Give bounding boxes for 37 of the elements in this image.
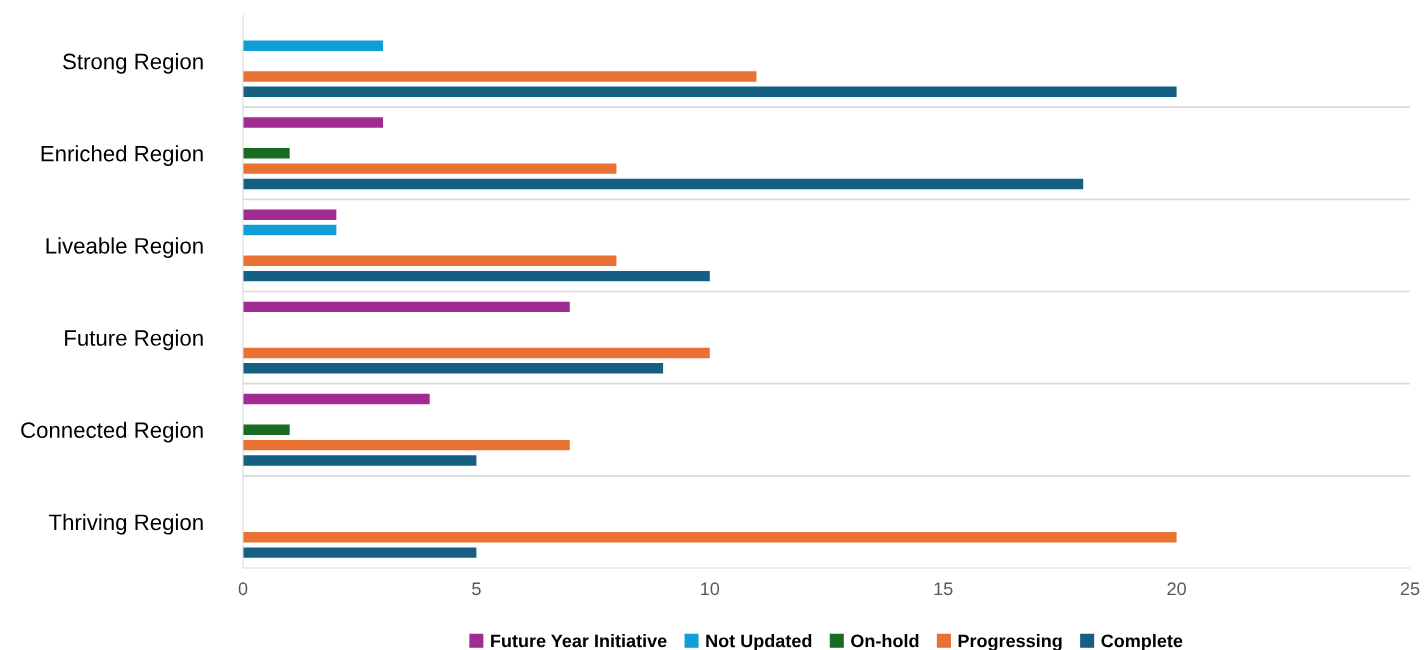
bar xyxy=(243,178,1084,190)
bar xyxy=(243,363,664,374)
bar xyxy=(243,532,1177,543)
bar xyxy=(243,547,477,558)
x-tick-label: 10 xyxy=(701,582,720,596)
y-tick-label: Liveable Region xyxy=(46,237,203,259)
bar xyxy=(243,40,384,51)
bar xyxy=(243,209,337,220)
legend-label: Progressing xyxy=(958,634,1062,650)
bar xyxy=(243,424,290,435)
x-tick-label: 25 xyxy=(1400,582,1420,596)
y-tick-label: Enriched Region xyxy=(41,145,203,166)
bar xyxy=(243,455,477,466)
bar xyxy=(243,439,570,451)
legend-label: Future Year Initiative xyxy=(491,634,667,648)
y-tick-label: Connected Region xyxy=(21,421,203,443)
bar xyxy=(243,270,710,282)
bar xyxy=(243,148,290,159)
bar xyxy=(243,224,337,236)
bar xyxy=(243,301,570,313)
bar xyxy=(243,255,617,266)
legend-label: On-hold xyxy=(851,634,919,648)
legend-label: Complete xyxy=(1101,634,1183,650)
bar xyxy=(243,117,384,128)
y-tick-label: Thriving Region xyxy=(48,513,203,535)
x-tick-label: 20 xyxy=(1167,582,1186,596)
x-tick-label: 15 xyxy=(934,582,953,596)
legend-label: Not Updated xyxy=(706,634,812,650)
bar xyxy=(243,71,757,82)
bar xyxy=(243,86,1177,98)
y-tick-label: Future Region xyxy=(65,329,203,351)
x-tick-label: 0 xyxy=(238,582,248,596)
y-tick-label: Strong Region xyxy=(63,53,203,74)
bar xyxy=(243,393,430,405)
bar xyxy=(243,163,617,174)
x-tick-label: 5 xyxy=(472,582,481,596)
bar xyxy=(243,347,710,359)
